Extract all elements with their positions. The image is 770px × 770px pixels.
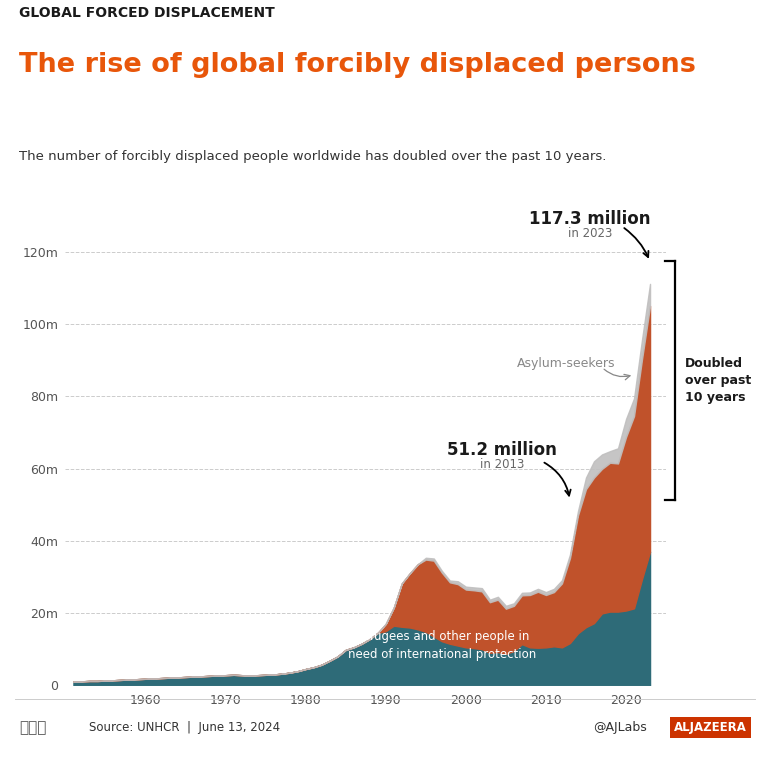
Text: @AJLabs: @AJLabs [593,721,647,734]
Text: Source: UNHCR  |  June 13, 2024: Source: UNHCR | June 13, 2024 [89,721,280,734]
Text: Refugees and other people in
need of international protection: Refugees and other people in need of int… [348,630,536,661]
Text: ALJAZEERA: ALJAZEERA [674,721,747,734]
Text: in 2023: in 2023 [567,227,612,240]
Text: The rise of global forcibly displaced persons: The rise of global forcibly displaced pe… [19,52,696,78]
Text: The number of forcibly displaced people worldwide has doubled over the past 10 y: The number of forcibly displaced people … [19,150,607,163]
Text: Internally
displaced people: Internally displaced people [410,507,537,538]
Text: Asylum-seekers: Asylum-seekers [517,357,615,370]
Text: GLOBAL FORCED DISPLACEMENT: GLOBAL FORCED DISPLACEMENT [19,6,275,20]
Text: in 2013: in 2013 [480,458,524,471]
Text: 117.3 million: 117.3 million [529,210,651,228]
Text: 51.2 million: 51.2 million [447,441,557,460]
Text: ⓒⓑⓃ: ⓒⓑⓃ [19,720,47,735]
Text: Doubled
over past
10 years: Doubled over past 10 years [685,357,752,404]
